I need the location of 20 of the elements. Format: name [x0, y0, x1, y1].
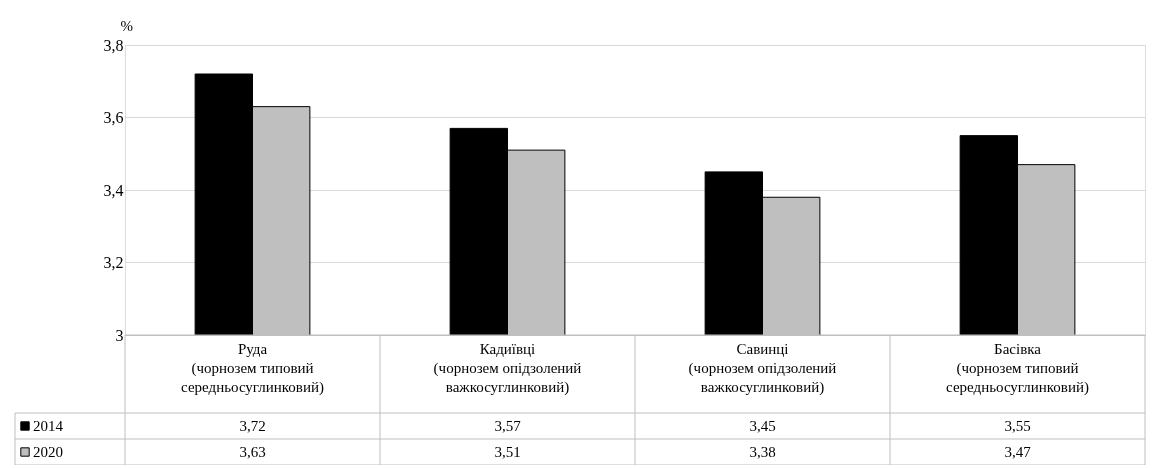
data-label: 3,55 — [1004, 418, 1031, 434]
data-label: 3,45 — [749, 418, 776, 434]
data-label: 3,51 — [494, 444, 521, 460]
y-tick-label: 3 — [115, 326, 124, 344]
data-label: 3,38 — [749, 444, 776, 460]
legend-label: 2020 — [33, 444, 63, 460]
data-label: 3,72 — [239, 418, 266, 434]
y-axis-title: % — [120, 17, 133, 34]
y-tick-label: 3,8 — [103, 36, 124, 54]
x-tick-label: Кадиївці (чорнозем опідзолений важкосуглинковий) — [433, 340, 582, 396]
x-tick-label: Руда (чорнозем типовий середньосуглинковий) — [181, 340, 324, 396]
y-tick-label: 3,4 — [103, 181, 124, 199]
data-label: 3,57 — [494, 418, 522, 434]
x-tick-label: Савинці (чорнозем опідзолений важкосуглинковий) — [688, 340, 837, 396]
x-tick-label: Басівка (чорнозем типовий середньосуглинковий) — [946, 340, 1089, 396]
data-label: 3,47 — [1004, 444, 1032, 460]
y-tick-label: 3,2 — [103, 254, 124, 271]
legend-label: 2014 — [33, 418, 64, 434]
data-label: 3,63 — [239, 444, 266, 460]
y-tick-label: 3,6 — [103, 109, 124, 126]
